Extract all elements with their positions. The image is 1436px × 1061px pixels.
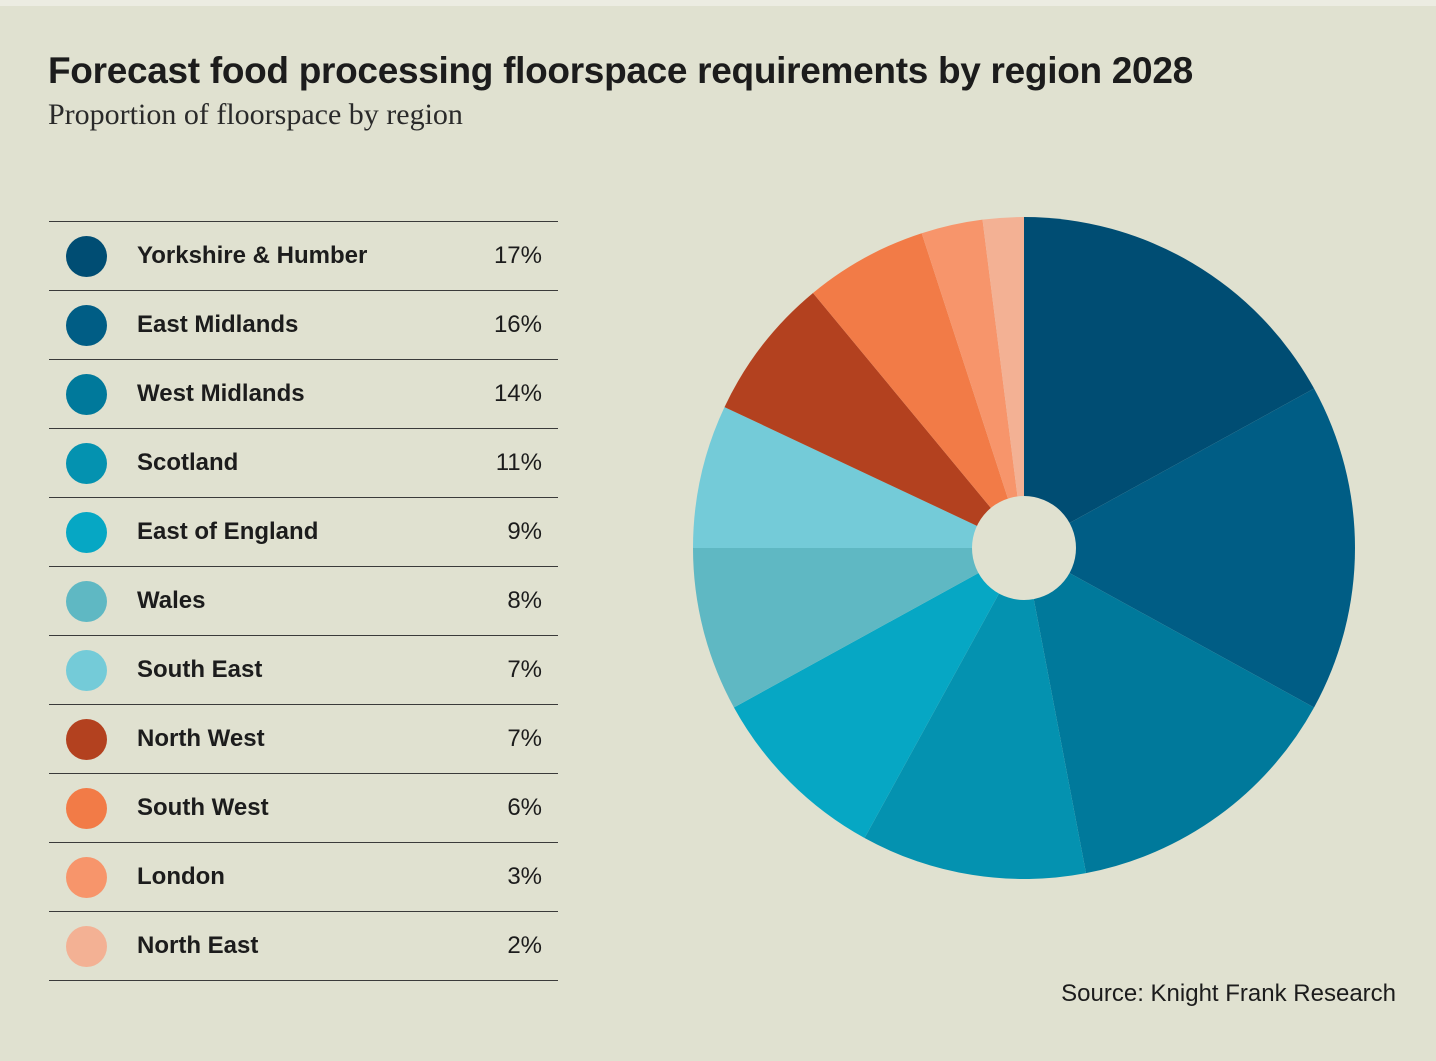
pie-chart	[680, 200, 1370, 890]
pie-slice	[1024, 217, 1315, 548]
legend-item: East of England 9%	[49, 498, 558, 567]
legend-label: East Midlands	[137, 311, 299, 338]
pie-slice	[864, 548, 1087, 880]
legend-label: North East	[137, 932, 259, 959]
legend-item: West Midlands 14%	[49, 360, 558, 429]
top-border	[0, 0, 1436, 6]
pie-slice	[693, 407, 1024, 548]
legend-label: South East	[137, 656, 263, 683]
legend-label: North West	[137, 725, 265, 752]
legend-swatch	[66, 788, 107, 829]
pie-center-hole	[972, 496, 1076, 600]
pie-slice	[982, 217, 1024, 548]
pie-slice	[693, 548, 1024, 708]
legend-swatch	[66, 443, 107, 484]
legend-value: 6%	[507, 794, 542, 821]
legend-item: South East 7%	[49, 636, 558, 705]
pie-slice	[1024, 388, 1355, 708]
legend-swatch	[66, 374, 107, 415]
chart-subtitle: Proportion of floorspace by region	[48, 98, 463, 131]
legend-swatch	[66, 236, 107, 277]
pie-slice	[813, 233, 1024, 548]
pie-slice	[1024, 548, 1315, 874]
pie-slice	[724, 292, 1024, 548]
legend-swatch	[66, 512, 107, 553]
legend-value: 14%	[493, 380, 542, 407]
legend-label: Yorkshire & Humber	[137, 242, 368, 269]
legend-label: South West	[137, 794, 269, 821]
legend-swatch	[66, 305, 107, 346]
legend-label: London	[137, 863, 225, 890]
legend-value: 3%	[507, 863, 542, 890]
legend-value: 16%	[493, 311, 542, 338]
legend-label: West Midlands	[137, 380, 305, 407]
legend-item: North West 7%	[49, 705, 558, 774]
pie-chart-svg	[693, 217, 1355, 880]
chart-title: Forecast food processing floorspace requ…	[48, 50, 1193, 91]
legend-value: 17%	[493, 242, 542, 269]
legend-item: East Midlands 16%	[49, 291, 558, 360]
legend-item: North East 2%	[49, 912, 558, 981]
legend-value: 7%	[507, 656, 542, 683]
legend-item: London 3%	[49, 843, 558, 912]
legend-swatch	[66, 857, 107, 898]
legend-item: Scotland 11%	[49, 429, 558, 498]
legend-value: 9%	[507, 518, 542, 545]
legend-value: 2%	[507, 932, 542, 959]
legend-item: Wales 8%	[49, 567, 558, 636]
legend-label: Wales	[137, 587, 206, 614]
legend: Yorkshire & Humber 17% East Midlands 16% Wes…	[49, 221, 558, 981]
legend-label: Scotland	[137, 449, 239, 476]
legend-swatch	[66, 926, 107, 967]
legend-value: 11%	[495, 449, 542, 476]
pie-slice	[733, 548, 1024, 839]
legend-item: Yorkshire & Humber 17%	[49, 222, 558, 291]
pie-slice	[921, 219, 1024, 548]
legend-value: 8%	[507, 587, 542, 614]
legend-value: 7%	[507, 725, 542, 752]
source-note: Source: Knight Frank Research	[1061, 980, 1396, 1007]
legend-swatch	[66, 719, 107, 760]
legend-label: East of England	[137, 518, 319, 545]
legend-swatch	[66, 581, 107, 622]
legend-swatch	[66, 650, 107, 691]
legend-item: South West 6%	[49, 774, 558, 843]
